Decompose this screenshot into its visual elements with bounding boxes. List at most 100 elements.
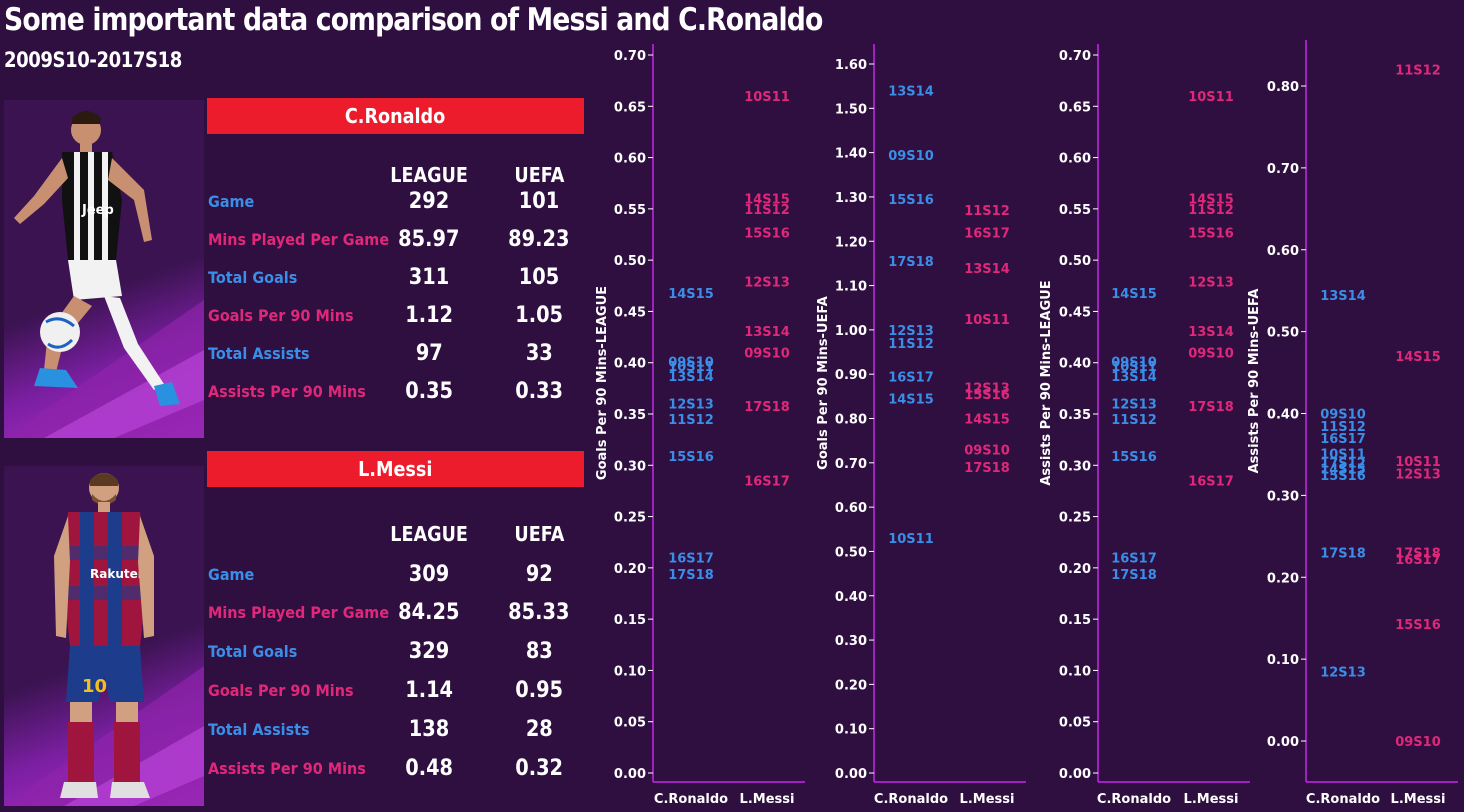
data-point-label: 16S17 (1320, 432, 1366, 447)
table-row: Total Goals 311 105 (208, 265, 588, 303)
y-tick-label: 1.40 (835, 147, 867, 162)
data-point-label: 15S16 (1111, 450, 1157, 465)
data-point-label: 11S12 (888, 337, 934, 352)
messi-stats-table: LEAGUE UEFA Game 309 92 Mins Played Per … (208, 522, 588, 794)
data-point-label: 11S12 (744, 203, 790, 218)
y-tick-label: 0.45 (1059, 305, 1091, 320)
x-tick-label: C.Ronaldo (1306, 792, 1380, 807)
y-tick-label: 1.20 (835, 235, 867, 250)
y-tick-label: 0.60 (1059, 152, 1091, 167)
uefa-value: 0.33 (515, 379, 563, 404)
table-row: Assists Per 90 Mins 0.48 0.32 (208, 756, 588, 794)
data-point-label: 17S18 (668, 568, 714, 583)
column-league: LEAGUE (390, 163, 468, 187)
league-value: 311 (408, 265, 450, 290)
x-tick-label: L.Messi (1391, 792, 1446, 807)
y-tick-label: 0.25 (614, 511, 646, 526)
y-tick-label: 0.00 (835, 767, 867, 782)
y-tick-label: 1.60 (835, 58, 867, 73)
table-row: Game 309 92 (208, 562, 588, 600)
page-title: Some important data comparison of Messi … (4, 2, 823, 38)
row-label: Mins Played Per Game (208, 603, 390, 622)
uefa-value: 105 (518, 265, 560, 290)
y-tick-label: 0.80 (1267, 80, 1299, 95)
x-tick-label: L.Messi (740, 792, 795, 807)
data-point-label: 11S12 (1111, 413, 1157, 428)
league-value: 0.48 (405, 756, 453, 781)
y-tick-label: 0.15 (1059, 613, 1091, 628)
y-tick-label: 0.55 (614, 203, 646, 218)
y-tick-label: 0.00 (1267, 735, 1299, 750)
table-row: Total Assists 97 33 (208, 341, 588, 379)
y-tick-label: 0.70 (1267, 162, 1299, 177)
x-tick-label: C.Ronaldo (654, 792, 728, 807)
y-axis-label: Assists Per 90 Mins-UEFA (1247, 289, 1262, 474)
data-point-label: 09S10 (1320, 408, 1366, 423)
y-axis-label: Goals Per 90 Mins-LEAGUE (595, 286, 610, 480)
x-tick-label: C.Ronaldo (874, 792, 948, 807)
page-subtitle: 2009S10-2017S18 (4, 48, 182, 72)
uefa-value: 89.23 (508, 227, 570, 252)
data-point-label: 16S17 (964, 226, 1010, 241)
data-point-label: 12S13 (1188, 276, 1234, 291)
league-value: 84.25 (398, 600, 460, 625)
league-value: 138 (408, 717, 450, 742)
y-tick-label: 0.40 (1059, 357, 1091, 372)
data-point-label: 17S18 (888, 255, 934, 270)
uefa-value: 0.95 (515, 678, 563, 703)
row-label: Total Goals (208, 268, 298, 287)
y-tick-label: 1.10 (835, 280, 867, 295)
data-point-label: 16S17 (1188, 475, 1234, 490)
league-value: 292 (408, 189, 450, 214)
column-uefa: UEFA (514, 163, 564, 187)
row-label: Total Assists (208, 344, 310, 363)
data-point-label: 10S11 (668, 360, 714, 375)
league-value: 97 (415, 341, 443, 366)
league-value: 309 (408, 562, 450, 587)
uefa-value: 1.05 (515, 303, 563, 328)
data-point-label: 17S18 (1395, 547, 1441, 562)
data-point-label: 09S10 (744, 346, 790, 361)
data-point-label: 10S11 (744, 90, 790, 105)
y-tick-label: 0.20 (835, 678, 867, 693)
y-tick-label: 0.90 (835, 368, 867, 383)
league-value: 1.12 (405, 303, 453, 328)
y-tick-label: 0.70 (835, 457, 867, 472)
league-value: 329 (408, 639, 450, 664)
y-tick-label: 0.30 (614, 459, 646, 474)
table-row: Goals Per 90 Mins 1.12 1.05 (208, 303, 588, 341)
column-uefa: UEFA (514, 522, 564, 546)
data-point-label: 14S15 (668, 287, 714, 302)
row-label: Goals Per 90 Mins (208, 681, 354, 700)
y-tick-label: 0.50 (1059, 254, 1091, 269)
uefa-value: 33 (525, 341, 553, 366)
data-point-label: 13S14 (668, 370, 714, 385)
y-tick-label: 0.45 (614, 305, 646, 320)
data-point-label: 09S10 (964, 444, 1010, 459)
data-point-label: 10S11 (1395, 455, 1441, 470)
data-point-label: 11S12 (1320, 420, 1366, 435)
table-row: Goals Per 90 Mins 1.14 0.95 (208, 678, 588, 717)
data-point-label: 17S18 (1111, 568, 1157, 583)
data-point-label: 12S13 (888, 324, 934, 339)
data-point-label: 11S12 (668, 413, 714, 428)
data-point-label: 15S16 (1188, 226, 1234, 241)
y-tick-label: 0.55 (1059, 203, 1091, 218)
data-point-label: 10S11 (1111, 360, 1157, 375)
uefa-value: 83 (525, 639, 553, 664)
data-point-label: 10S11 (1320, 448, 1366, 463)
y-tick-label: 0.60 (1267, 244, 1299, 259)
data-point-label: 17S18 (744, 400, 790, 415)
data-point-label: 14S15 (1111, 287, 1157, 302)
y-tick-label: 0.35 (614, 408, 646, 423)
data-point-label: 17S18 (1320, 547, 1366, 562)
messi-photo-icon: Rakuten 10 (4, 466, 204, 806)
column-league: LEAGUE (390, 522, 468, 546)
data-point-label: 13S14 (1320, 289, 1366, 304)
y-tick-label: 0.50 (1267, 326, 1299, 341)
y-tick-label: 0.40 (835, 590, 867, 605)
data-point-label: 10S11 (1188, 90, 1234, 105)
y-tick-label: 0.70 (1059, 49, 1091, 64)
table-row: Total Assists 138 28 (208, 717, 588, 756)
